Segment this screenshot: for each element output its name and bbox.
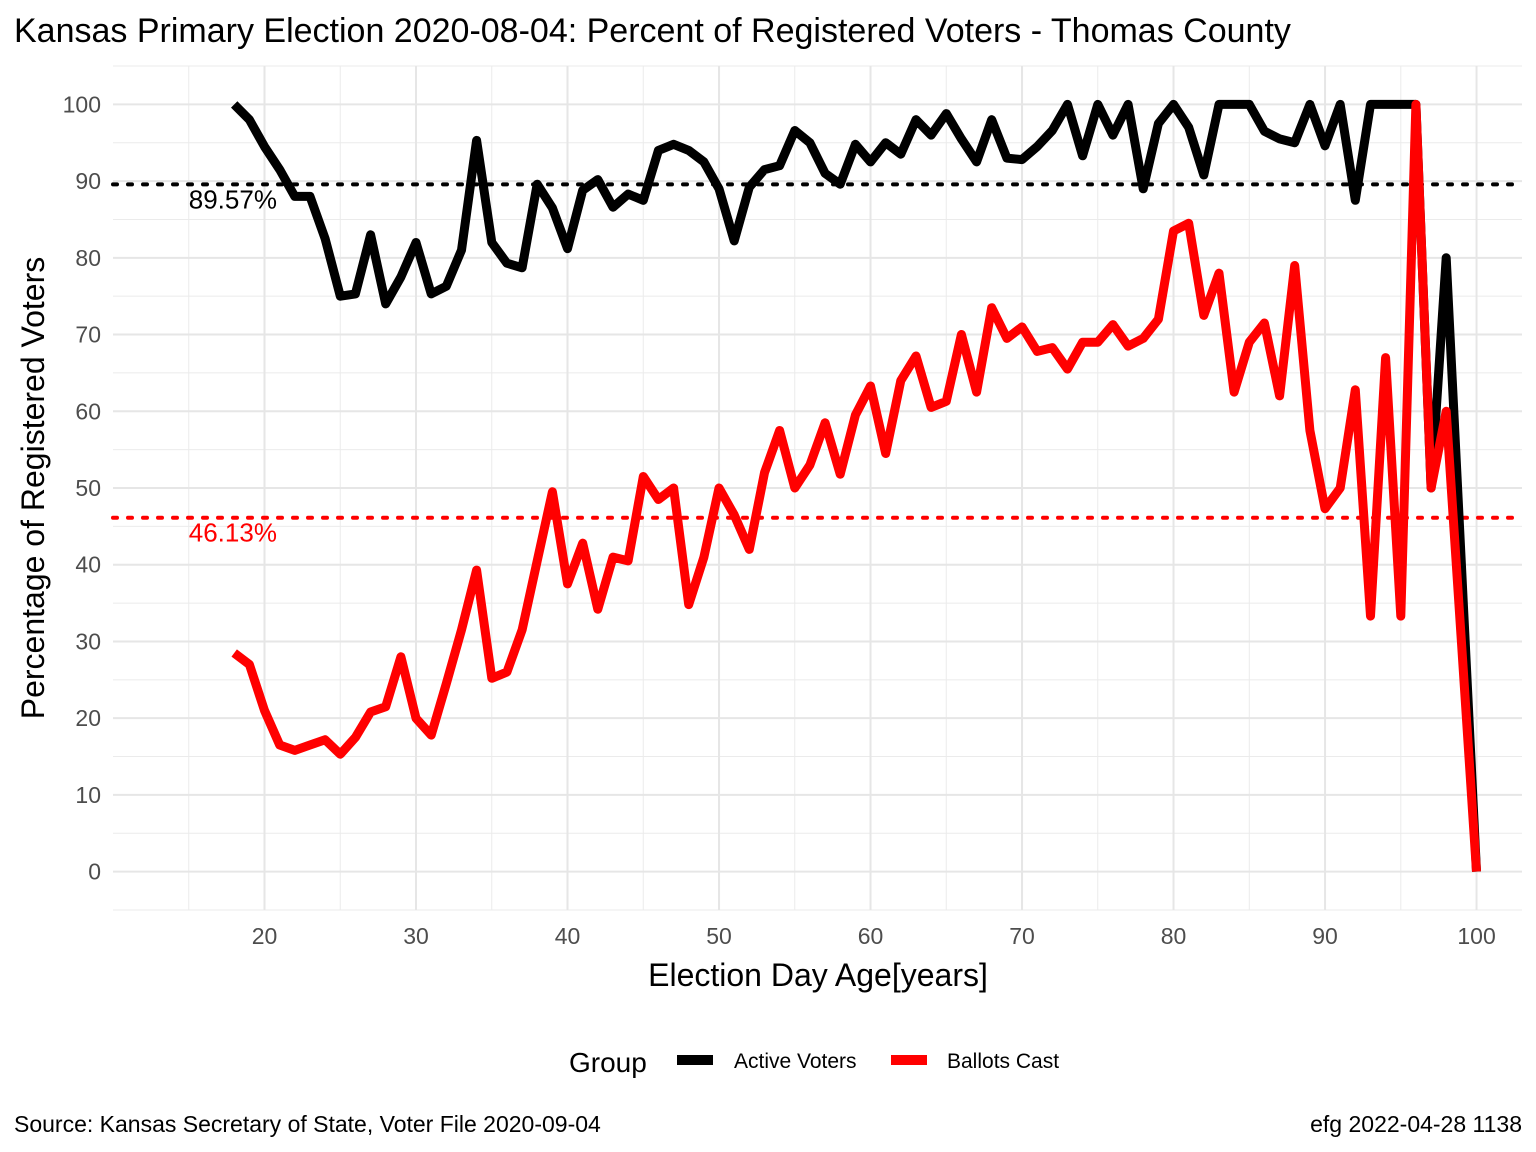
x-tick-label: 70 bbox=[1009, 923, 1035, 949]
y-tick-label: 40 bbox=[75, 552, 101, 578]
y-axis-ticks: 0 10 20 30 40 50 60 70 80 90 100 bbox=[63, 91, 101, 884]
x-tick-label: 50 bbox=[706, 923, 732, 949]
x-tick-label: 20 bbox=[252, 923, 278, 949]
y-axis-title: Percentage of Registered Voters bbox=[15, 257, 51, 720]
x-axis-ticks: 20 30 40 50 60 70 80 90 100 bbox=[252, 923, 1496, 949]
x-tick-label: 60 bbox=[858, 923, 884, 949]
legend-label: Active Voters bbox=[734, 1050, 857, 1073]
chart-title: Kansas Primary Election 2020-08-04: Perc… bbox=[14, 12, 1291, 50]
y-tick-label: 90 bbox=[75, 168, 101, 194]
x-tick-label: 80 bbox=[1161, 923, 1187, 949]
reference-line-label: 89.57% bbox=[189, 184, 277, 214]
y-tick-label: 80 bbox=[75, 245, 101, 271]
y-tick-label: 20 bbox=[75, 705, 101, 731]
y-tick-label: 60 bbox=[75, 398, 101, 424]
reference-lines: 89.57% 46.13% bbox=[111, 182, 1524, 548]
y-tick-label: 70 bbox=[75, 322, 101, 348]
x-axis-title: Election Day Age[years] bbox=[648, 957, 988, 993]
series-lines bbox=[231, 99, 1481, 872]
legend-label: Ballots Cast bbox=[947, 1050, 1059, 1073]
y-tick-label: 30 bbox=[75, 628, 101, 654]
series-line-active-voters bbox=[231, 99, 1481, 872]
y-tick-label: 10 bbox=[75, 782, 101, 808]
caption-source: Source: Kansas Secretary of State, Voter… bbox=[14, 1111, 601, 1137]
x-tick-label: 40 bbox=[555, 923, 581, 949]
y-tick-label: 100 bbox=[63, 91, 101, 117]
reference-line-label: 46.13% bbox=[189, 518, 277, 548]
x-tick-label: 100 bbox=[1457, 923, 1495, 949]
legend-title: Group bbox=[569, 1047, 647, 1078]
x-tick-label: 90 bbox=[1312, 923, 1338, 949]
y-tick-label: 50 bbox=[75, 475, 101, 501]
y-tick-label: 0 bbox=[88, 859, 101, 885]
caption-credit: efg 2022-04-28 1138 bbox=[1310, 1111, 1522, 1137]
legend: Group Active Voters Ballots Cast bbox=[569, 1047, 1059, 1078]
series-line-ballots-cast bbox=[231, 99, 1481, 872]
x-tick-label: 30 bbox=[403, 923, 429, 949]
